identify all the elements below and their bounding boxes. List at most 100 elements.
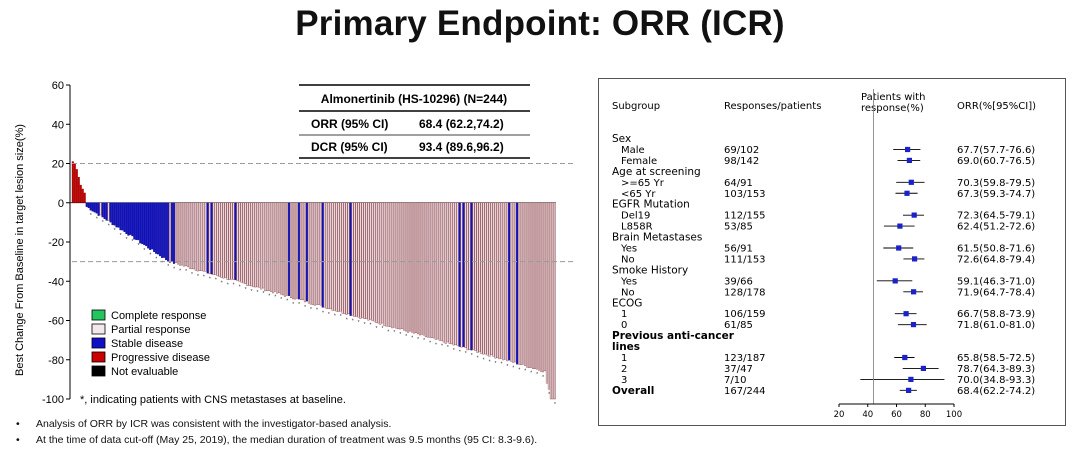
waterfall-footnote: *, indicating patients with CNS metastas… [80,394,346,406]
waterfall-bar [470,202,473,351]
summary-orr-value: 68.4 (62.2,74.2) [419,117,504,131]
forest-panel: Subgroup Responses/patients Patients wit… [598,78,1066,426]
cns-marker: * [227,283,229,289]
cns-marker: * [358,320,360,326]
waterfall-bar [256,202,259,288]
forest-subgroup-label: No [621,254,635,265]
cns-marker: * [203,274,205,280]
cns-marker: * [102,220,104,226]
waterfall-bar [161,202,164,258]
y-tick-label: 40 [52,119,64,131]
waterfall-bar [373,202,376,322]
waterfall-bar [454,202,457,346]
waterfall-bar [355,202,358,317]
cns-marker: * [423,338,425,344]
waterfall-bar [109,202,112,223]
cns-marker: * [197,274,199,280]
cns-marker: * [239,284,241,290]
waterfall-bar [317,202,320,305]
waterfall-bar [508,202,511,361]
forest-orr-text: 72.6(64.8-79.4) [957,254,1035,265]
waterfall-bar [288,202,291,296]
cns-marker: * [548,392,550,398]
waterfall-bar [510,202,513,362]
y-tick-label: -40 [48,276,64,288]
forest-subgroup-label: No [621,287,635,298]
waterfall-bar [91,202,94,212]
waterfall-bar [375,202,378,323]
waterfall-bar [155,202,158,254]
waterfall-bar [315,202,318,305]
waterfall-bar [365,202,368,319]
waterfall-bar [351,202,354,316]
waterfall-bar [85,202,88,207]
waterfall-bar [280,202,283,295]
y-tick-label: -60 [48,316,64,328]
cns-marker: * [387,329,389,335]
waterfall-bar [87,202,90,209]
waterfall-bar [426,202,429,338]
waterfall-bar [551,202,554,400]
y-tick-label: 60 [52,80,64,92]
waterfall-bar [391,202,394,329]
cns-marker: * [137,243,139,249]
waterfall-bar [448,202,451,344]
waterfall-bar [244,202,247,284]
waterfall-bar [282,202,285,296]
cns-marker: * [304,305,306,311]
cns-marker: * [316,308,318,314]
waterfall-bar [313,202,316,306]
forest-responses: 7/10 [724,375,746,386]
forest-point-estimate [892,278,898,284]
waterfall-bar [500,202,503,359]
y-tick-label: -100 [42,394,64,406]
waterfall-bar [526,202,529,368]
waterfall-bar [514,202,517,363]
forest-orr-text: 67.3(59.3-74.7) [957,189,1035,200]
waterfall-bar [476,202,479,353]
waterfall-bar [234,202,237,281]
forest-responses: 69/102 [724,145,759,156]
waterfall-bar [516,202,519,365]
waterfall-bar [359,202,362,319]
waterfall-bar [537,202,540,371]
waterfall-bar [399,202,402,330]
waterfall-bar [309,202,312,305]
waterfall-bar [127,202,130,236]
waterfall-bar [153,202,156,252]
waterfall-bar [496,202,499,359]
cns-marker: * [286,298,288,304]
forest-tick-label: 40 [862,410,873,420]
waterfall-bar [266,202,269,291]
waterfall-bar [357,202,360,318]
waterfall-bar [553,202,556,400]
forest-header-responses: Responses/patients [724,101,821,112]
waterfall-bar [458,202,461,347]
waterfall-bar [180,202,183,266]
waterfall-bar [534,202,536,370]
legend-label-stable: Stable disease [111,338,183,350]
cns-marker: * [120,233,122,239]
cns-marker: * [512,365,514,371]
waterfall-legend: Complete response Partial response Stabl… [91,309,210,378]
waterfall-bar [103,202,106,219]
waterfall-bar [214,202,217,275]
forest-point-estimate [905,146,911,153]
forest-tick-label: 60 [891,410,902,420]
note-item: At the time of data cut-off (May 25, 201… [8,432,608,448]
waterfall-bar [387,202,390,327]
waterfall-bar [119,202,122,231]
waterfall-bar [424,202,427,338]
cns-marker: * [399,332,401,338]
waterfall-bar [220,202,223,278]
forest-subgroup-label: Male [621,145,645,156]
cns-marker: * [376,326,378,332]
waterfall-bar [504,202,507,360]
forest-orr-text: 69.0(60.7-76.5) [957,156,1035,167]
forest-header-subgroup: Subgroup [612,101,660,112]
forest-header-orr: ORR(%[95%CI]) [957,101,1036,112]
cns-marker: * [126,237,128,243]
forest-x-axis: 20 40 60 80 100 [834,89,962,420]
waterfall-bar [369,202,372,320]
forest-point-estimate [911,289,917,295]
